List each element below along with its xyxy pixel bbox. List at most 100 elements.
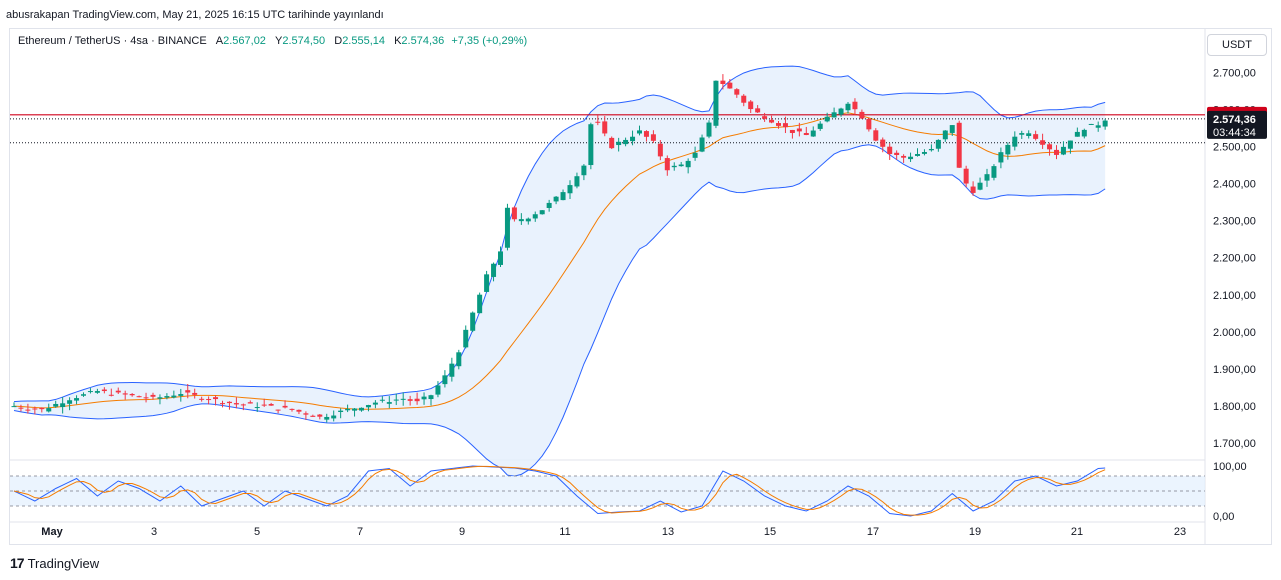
candle-body <box>261 404 267 406</box>
candle-body <box>581 165 587 176</box>
time-tick-label: 13 <box>662 526 674 538</box>
candle-body <box>518 219 524 222</box>
candle-body <box>595 121 601 123</box>
stoch-k-line <box>13 465 1106 517</box>
candle-body <box>525 218 531 222</box>
candle-body <box>213 397 219 400</box>
candle-body <box>894 152 900 155</box>
candle-body <box>1067 140 1073 149</box>
candle-body <box>365 405 371 408</box>
stoch-d-line <box>13 465 1106 516</box>
candle-body <box>706 122 712 137</box>
candle-body <box>574 176 580 187</box>
countdown-label: 03:44:34 <box>1213 127 1256 139</box>
time-tick-label: May <box>41 526 63 538</box>
candle-body <box>1060 146 1066 155</box>
stoch-tick-label: 0,00 <box>1213 511 1234 523</box>
publisher-header: abusrakapan TradingView.com, May 21, 202… <box>6 9 384 21</box>
candle-body <box>233 403 239 405</box>
candle-body <box>150 394 156 397</box>
candle-body <box>977 182 983 190</box>
candle-body <box>254 407 260 409</box>
candle-body <box>970 186 976 193</box>
candle-body <box>463 329 469 348</box>
candle-body <box>866 118 872 130</box>
candle-body <box>546 202 552 208</box>
candle-body <box>720 80 726 85</box>
candle-body <box>824 116 830 122</box>
candle-body <box>1088 123 1094 125</box>
candle-body <box>692 152 698 158</box>
currency-button[interactable]: USDT <box>1207 34 1267 56</box>
candle-body <box>511 207 517 220</box>
close-label: K <box>394 35 402 47</box>
candle-body <box>755 108 761 113</box>
footer-brand: 17 TradingView <box>10 555 99 571</box>
time-tick-label: 23 <box>1174 526 1186 538</box>
candle-body <box>122 393 128 395</box>
candle-body <box>845 103 851 111</box>
candle-body <box>859 111 865 119</box>
candle-body <box>741 95 747 103</box>
candle-body <box>727 82 733 89</box>
candle-body <box>60 403 66 408</box>
candle-body <box>324 416 330 420</box>
candle-body <box>713 80 719 126</box>
time-tick-label: 5 <box>254 526 260 538</box>
candle-body <box>1095 125 1101 128</box>
candle-body <box>748 101 754 110</box>
candle-body <box>650 134 656 141</box>
bollinger-band-fill <box>14 66 1106 477</box>
candle-body <box>171 395 177 398</box>
candle-body <box>400 398 406 400</box>
candle-body <box>664 158 670 171</box>
candle-body <box>1074 131 1080 137</box>
candle-body <box>67 400 73 404</box>
low-value: 2.555,14 <box>342 35 386 47</box>
time-tick-label: 21 <box>1071 526 1083 538</box>
candle-body <box>331 415 337 419</box>
price-tick-label: 2.500,00 <box>1213 141 1256 153</box>
candle-body <box>776 123 781 126</box>
price-tick-label: 2.700,00 <box>1213 67 1256 79</box>
candle-body <box>789 129 795 133</box>
candle-body <box>852 101 858 110</box>
candle-body <box>588 124 594 166</box>
candle-body <box>782 123 788 128</box>
candle-body <box>1033 134 1039 139</box>
candle-body <box>532 214 538 219</box>
low-label: D <box>334 35 343 47</box>
candle-body <box>87 391 93 393</box>
candle-body <box>1047 144 1053 150</box>
candle-body <box>484 274 490 292</box>
candle-body <box>984 174 990 181</box>
candle-body <box>25 409 31 411</box>
candle-body <box>46 408 52 412</box>
candle-body <box>185 390 191 393</box>
candle-body <box>206 399 212 401</box>
candle-body <box>602 121 608 134</box>
candle-body <box>470 312 476 331</box>
candle-body <box>11 406 17 408</box>
candle-body <box>407 399 413 401</box>
candle-body <box>498 251 503 265</box>
candle-body <box>630 136 636 142</box>
candle-body <box>616 141 622 146</box>
candle-body <box>1102 120 1108 127</box>
candle-body <box>359 407 364 411</box>
high-label: Y <box>275 35 283 47</box>
time-tick-label: 7 <box>357 526 363 538</box>
stoch-tick-label: 100,00 <box>1213 461 1247 473</box>
candle-body <box>796 128 802 132</box>
candle-body <box>1040 140 1046 145</box>
price-tick-label: 2.400,00 <box>1213 179 1256 191</box>
open-value: 2.567,02 <box>223 35 266 47</box>
candle-body <box>915 154 920 156</box>
price-tick-label: 2.000,00 <box>1213 327 1256 339</box>
price-tick-label: 2.100,00 <box>1213 290 1256 302</box>
candle-body <box>1081 129 1087 137</box>
candle-body <box>442 375 448 385</box>
candle-body <box>164 396 170 398</box>
candle-body <box>1012 136 1018 147</box>
